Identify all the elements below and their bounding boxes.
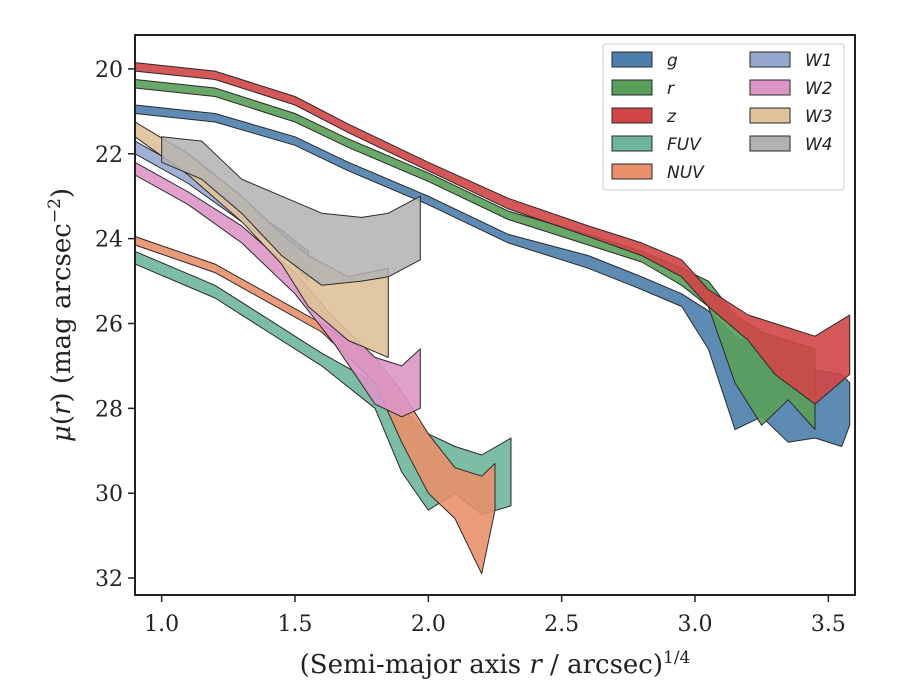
y-axis: 20 22 24 26 28 30 32 xyxy=(95,58,135,592)
legend-swatch-NUV xyxy=(611,163,653,180)
legend-label-z: z xyxy=(666,107,677,127)
x-tick-label: 3.0 xyxy=(678,612,713,637)
legend: grz FUV NUV W1 W2 W3 W4 xyxy=(602,43,845,191)
legend-label-r: r xyxy=(667,79,675,99)
x-axis: 1.0 1.5 2.0 2.5 3.0 3.5 xyxy=(144,595,846,637)
area-g xyxy=(134,104,851,447)
y-tick-label: 20 xyxy=(95,58,123,83)
y-tick-label: 24 xyxy=(95,228,123,253)
y-axis-label: μ(r) (mag arcsec−2) xyxy=(45,188,77,442)
x-tick-label: 2.0 xyxy=(411,612,446,637)
legend-swatch-W1 xyxy=(749,51,791,68)
legend-swatch-FUV xyxy=(611,135,653,152)
legend-swatch-z xyxy=(611,107,653,124)
area-z xyxy=(134,62,851,405)
y-tick-label: 28 xyxy=(95,397,123,422)
legend-label-W3: W3 xyxy=(805,107,833,127)
plot-frame xyxy=(134,34,856,596)
legend-swatch-W4 xyxy=(749,135,791,152)
x-tick-label: 2.5 xyxy=(544,612,579,637)
y-tick-label: 30 xyxy=(95,482,123,507)
legend-label-W2: W2 xyxy=(805,79,833,99)
x-tick-label: 1.0 xyxy=(144,612,179,637)
legend-swatch-W2 xyxy=(749,79,791,96)
legend-label-FUV: FUV xyxy=(667,135,702,155)
y-tick-label: 26 xyxy=(95,312,123,337)
legend-swatch-r xyxy=(611,79,653,96)
area-W4 xyxy=(161,136,421,286)
legend-swatch-W3 xyxy=(749,107,791,124)
x-tick-label: 1.5 xyxy=(278,612,313,637)
legend-label-NUV: NUV xyxy=(667,163,705,183)
y-tick-label: 22 xyxy=(95,143,123,168)
y-tick-label: 32 xyxy=(95,567,123,592)
legend-label-W4: W4 xyxy=(805,135,833,155)
legend-swatch-g xyxy=(611,51,653,68)
x-axis-label: (Semi-major axis r / arcsec)1/4 xyxy=(300,648,691,680)
legend-label-W1: W1 xyxy=(805,51,833,71)
chart-areas xyxy=(134,62,851,575)
x-tick-label: 3.5 xyxy=(811,612,846,637)
legend-label-g: g xyxy=(667,51,678,71)
area-r xyxy=(134,79,816,430)
